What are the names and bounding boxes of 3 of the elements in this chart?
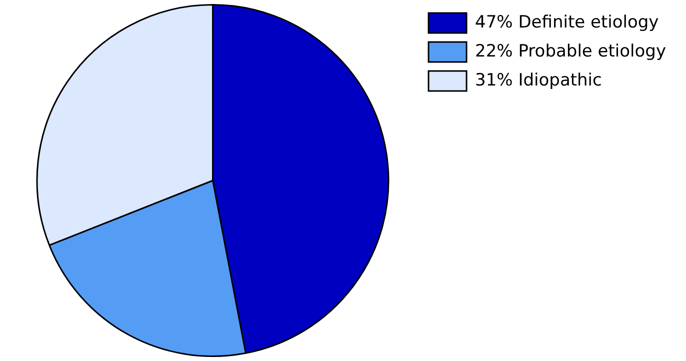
legend-label: 31% Idiopathic — [475, 70, 602, 90]
legend-label: 22% Probable etiology — [475, 41, 666, 62]
legend-label: 47% Definite etiology — [475, 12, 659, 32]
